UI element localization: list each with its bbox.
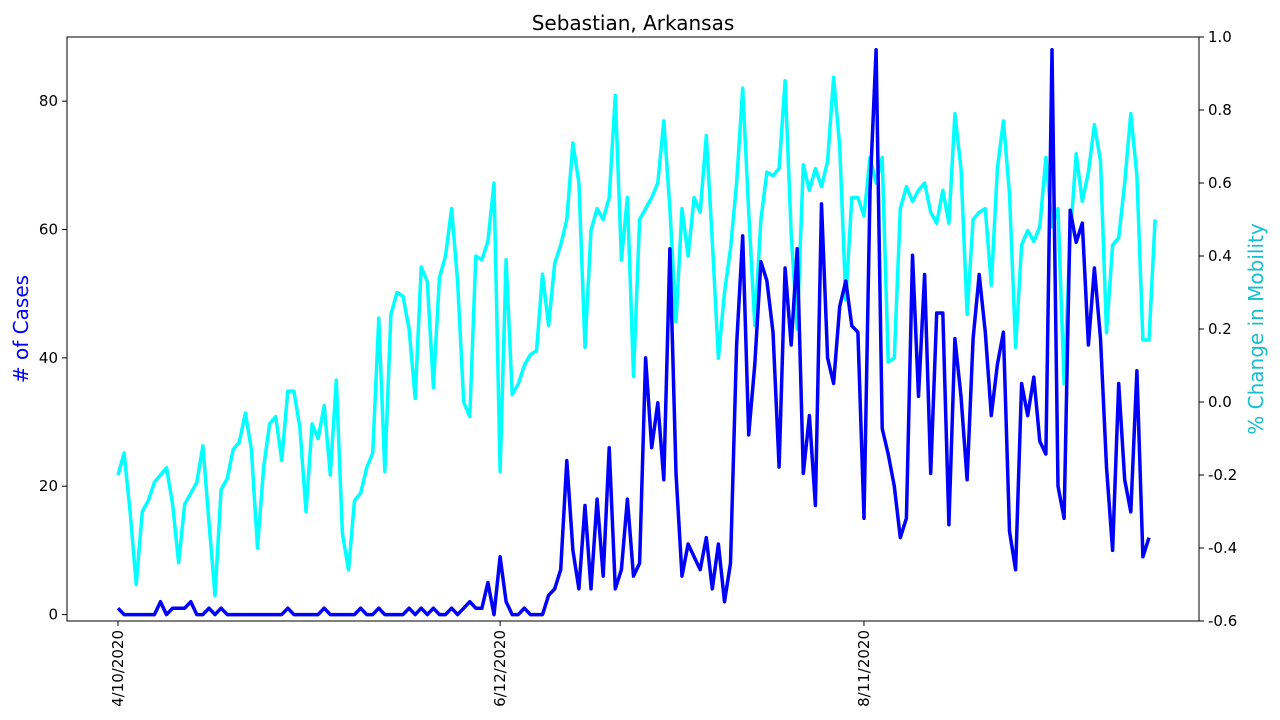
series-lines [116, 48, 1157, 617]
right-y-tick-label: 0.0 [1208, 393, 1232, 411]
right-y-tick-label: 1.0 [1208, 28, 1232, 46]
left-y-axis-label: # of Cases [9, 275, 33, 383]
x-axis-ticks: 4/10/2020 6/12/2020 8/11/2020 [109, 621, 873, 707]
left-y-tick-label: 80 [39, 92, 58, 110]
right-y-tick-label: 0.6 [1208, 174, 1232, 192]
right-y-tick-label: 0.2 [1208, 320, 1232, 338]
x-tick-label: 8/11/2020 [855, 630, 873, 707]
left-y-tick-label: 20 [39, 477, 58, 495]
mobility-line [116, 75, 1157, 598]
right-y-tick-label: -0.6 [1208, 612, 1237, 630]
right-y-tick-label: -0.2 [1208, 466, 1237, 484]
right-y-tick-label: -0.4 [1208, 539, 1237, 557]
left-y-axis-ticks: 0 20 40 60 80 [39, 92, 67, 624]
right-y-tick-label: 0.8 [1208, 101, 1232, 119]
chart-title: Sebastian, Arkansas [532, 11, 735, 35]
left-y-tick-label: 40 [39, 349, 58, 367]
right-y-axis-ticks: -0.6 -0.4 -0.2 0.0 0.2 0.4 0.6 0.8 1.0 [1199, 28, 1237, 630]
left-y-tick-label: 0 [48, 606, 58, 624]
x-tick-label: 4/10/2020 [109, 630, 127, 707]
right-y-tick-label: 0.4 [1208, 247, 1232, 265]
right-y-axis-label: % Change in Mobility [1244, 223, 1268, 435]
left-y-tick-label: 60 [39, 221, 58, 239]
x-tick-label: 6/12/2020 [491, 630, 509, 707]
cases-line [116, 48, 1151, 617]
